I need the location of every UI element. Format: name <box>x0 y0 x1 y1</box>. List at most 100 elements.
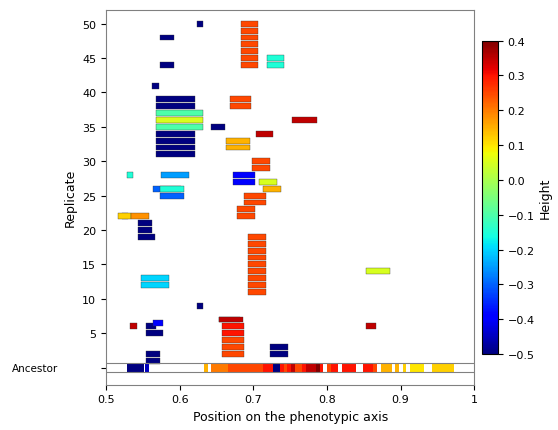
Bar <box>141 283 169 288</box>
Bar <box>241 56 258 62</box>
Bar <box>138 221 152 227</box>
Bar <box>233 180 255 185</box>
Text: Ancestor: Ancestor <box>12 363 58 373</box>
Bar <box>211 125 225 130</box>
Bar <box>196 303 203 309</box>
Bar <box>348 364 352 372</box>
Bar <box>363 364 369 372</box>
Bar <box>302 364 306 372</box>
Bar <box>270 344 288 350</box>
Bar <box>138 227 152 233</box>
Bar <box>280 364 283 372</box>
Bar <box>161 173 189 178</box>
Bar <box>253 364 263 372</box>
Bar <box>156 152 195 158</box>
Bar <box>226 145 251 151</box>
Bar <box>219 317 240 322</box>
Bar <box>141 276 169 282</box>
Bar <box>226 138 251 144</box>
Bar <box>223 331 244 336</box>
Bar <box>396 364 399 372</box>
Bar <box>156 118 203 123</box>
Bar <box>156 111 203 117</box>
Bar <box>341 364 348 372</box>
Bar <box>160 63 174 69</box>
Bar <box>432 364 454 372</box>
Bar <box>248 269 266 275</box>
Bar <box>248 262 266 268</box>
Bar <box>388 364 392 372</box>
Bar <box>241 49 258 55</box>
Bar <box>252 159 270 165</box>
Bar <box>384 364 388 372</box>
Bar <box>248 283 266 288</box>
Bar <box>373 364 377 372</box>
Bar <box>263 187 281 192</box>
Bar <box>244 193 266 199</box>
Bar <box>256 132 273 137</box>
Bar <box>366 324 376 329</box>
Bar <box>320 364 323 372</box>
Bar <box>153 187 181 192</box>
Bar <box>127 173 133 178</box>
Bar <box>306 364 316 372</box>
Bar <box>131 214 149 220</box>
Bar <box>241 63 258 69</box>
Bar <box>352 364 355 372</box>
Bar <box>410 364 424 372</box>
Bar <box>270 364 273 372</box>
Bar <box>270 351 288 357</box>
Bar <box>145 364 149 372</box>
Y-axis label: Height: Height <box>539 177 552 218</box>
Y-axis label: Replicate: Replicate <box>64 169 76 227</box>
Bar <box>228 364 242 372</box>
Bar <box>156 132 195 137</box>
Bar <box>248 276 266 282</box>
Bar <box>248 234 266 240</box>
Bar <box>230 97 251 103</box>
Bar <box>248 255 266 261</box>
Bar <box>241 42 258 48</box>
Bar <box>156 104 195 110</box>
Bar <box>334 364 338 372</box>
Bar <box>223 351 244 357</box>
Bar <box>273 364 280 372</box>
Bar <box>118 214 131 220</box>
Bar <box>127 364 143 372</box>
Bar <box>287 364 291 372</box>
Bar <box>156 138 195 144</box>
Bar <box>196 22 203 28</box>
Bar <box>138 234 155 240</box>
Bar <box>160 35 174 41</box>
Bar <box>366 269 390 275</box>
Bar <box>295 364 298 372</box>
Bar <box>233 173 255 178</box>
X-axis label: Position on the phenotypic axis: Position on the phenotypic axis <box>193 410 388 423</box>
Bar <box>241 28 258 34</box>
Bar <box>211 364 228 372</box>
Bar <box>369 364 373 372</box>
Bar <box>237 214 255 220</box>
Bar <box>146 331 163 336</box>
Bar <box>283 364 287 372</box>
Bar <box>223 324 244 329</box>
Bar <box>156 125 203 130</box>
Bar <box>316 364 320 372</box>
Bar <box>153 320 163 326</box>
Bar <box>248 289 266 295</box>
Bar <box>146 358 160 364</box>
Bar <box>156 97 195 103</box>
Bar <box>223 338 244 343</box>
Bar <box>131 324 137 329</box>
Bar <box>244 200 266 206</box>
Bar <box>252 166 270 172</box>
Bar <box>219 317 243 322</box>
Bar <box>237 207 255 213</box>
Bar <box>381 364 384 372</box>
Bar <box>248 241 266 247</box>
Bar <box>267 56 284 62</box>
Bar <box>156 145 195 151</box>
Bar <box>152 83 159 89</box>
Bar <box>291 364 295 372</box>
Bar <box>248 248 266 254</box>
